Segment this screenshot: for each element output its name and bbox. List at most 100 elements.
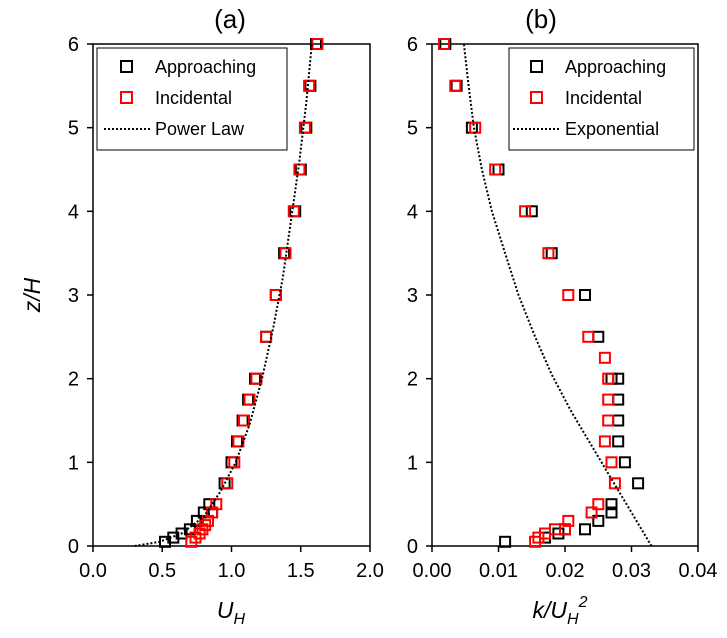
panel-b-x-tick-label: 0.00 [413, 560, 452, 582]
panel-b-approaching-point [492, 163, 505, 176]
panel-b-approaching-point [618, 456, 631, 469]
panel-b-y-tick-label: 2 [407, 369, 418, 391]
panel-a-incidental-point [311, 38, 324, 50]
panel-b-x-tick-label: 0.03 [612, 560, 651, 582]
panel-b-approaching-point [612, 393, 625, 406]
panel-b-legend-marker-approaching [530, 60, 543, 73]
panel-a-legend: Approaching Incidental Power Law [96, 47, 288, 151]
panel-a-y-tick-label: 0 [68, 536, 79, 558]
panel-b-x-tick-label: 0.04 [679, 560, 718, 582]
panel-b-y-tick-label: 1 [407, 452, 418, 474]
panel-b-legend-label-incidental: Incidental [565, 88, 642, 108]
panel-b-incidental-point [585, 506, 598, 519]
panel-b-xlabel: k/UH2 [533, 594, 588, 628]
panel-b-incidental-point [605, 456, 618, 469]
panel-a-y-tick-label: 1 [68, 452, 79, 474]
panel-a-incidental-point [228, 456, 241, 469]
panel-a-x-tick-label: 0.5 [148, 560, 176, 582]
panel-b-approaching-point [465, 121, 478, 134]
y-axis-label: z/H [19, 277, 45, 313]
panel-b-approaching-point [579, 523, 591, 536]
panel-a-x-tick-label: 2.0 [356, 560, 384, 582]
panel-b-y-tick-label: 4 [407, 201, 418, 223]
panel-a-title: (a) [214, 4, 246, 34]
panel-a-y-tick-label: 2 [68, 369, 79, 391]
panel-b-incidental-point [582, 330, 595, 343]
panel-b-approaching-point [612, 435, 625, 448]
panel-b-xlabel-sub: H [567, 611, 579, 628]
panel-a-approaching-point [260, 330, 273, 343]
panel-b-exponential-line [462, 43, 653, 547]
panel-b-legend-label-exponential: Exponential [565, 119, 659, 139]
panel-b-xlabel-main: k/U [533, 597, 568, 623]
panel-a-xlabel: UH [217, 597, 246, 628]
panel-a-incidental-point [260, 330, 273, 343]
panel-b-y-tick-label: 5 [407, 118, 418, 140]
panel-a-incidental-point [279, 247, 292, 260]
panel-b-x-tick-label: 0.02 [546, 560, 585, 582]
panel-b-xlabel-sup: 2 [578, 594, 588, 611]
panel-a-legend-label-incidental: Incidental [155, 88, 232, 108]
panel-b-legend-label-approaching: Approaching [565, 57, 666, 77]
y-axis-label-main: z [19, 300, 45, 313]
panel-b-incidental-point [602, 393, 615, 406]
panel-b-incidental-point [559, 523, 571, 536]
panel-b-incidental-point [602, 414, 615, 427]
panel-b-approaching-point [579, 289, 591, 301]
panel-a-xlabel-main: U [217, 597, 234, 623]
panel-b-title: (b) [525, 4, 557, 34]
panel-b-incidental-point [542, 247, 555, 260]
panel-b-legend-box [508, 47, 695, 151]
panel-a-incidental-point [298, 121, 311, 134]
panel-b-y-tick-label: 0 [407, 536, 418, 558]
panel-b-incidental-point [438, 38, 450, 50]
panel-a-legend-box [96, 47, 288, 151]
panel-a-ticks-layer: 0.0 0.5 1.0 1.5 2.0 0 1 2 3 4 5 6 [68, 34, 384, 582]
panel-b-incidental-point [449, 79, 462, 92]
panel-b-approaching-point [499, 535, 512, 548]
panel-a-legend-label-approaching: Approaching [155, 57, 256, 77]
panel-b-incidental-point [598, 435, 611, 448]
panel-a-incidental-point [238, 414, 250, 427]
panel-b-approaching-point [605, 498, 618, 511]
panel-b-approaching-point [612, 414, 625, 427]
panel-a-power-law-line [134, 43, 313, 547]
panel-a-x-tick-label: 1.0 [218, 560, 246, 582]
panel-b-x-tick-label: 0.01 [479, 560, 518, 582]
panel-b-incidental-point [602, 372, 615, 385]
panel-b-approaching-point [592, 514, 605, 527]
panel-a-series-layer [134, 38, 324, 548]
panel-a-x-tick-label: 0.0 [79, 560, 107, 582]
panel-a-incidental-point [210, 498, 223, 511]
panel-a-xlabel-sub: H [234, 611, 246, 628]
panel-a-legend-label-power-law: Power Law [155, 119, 245, 139]
panel-b-incidental-point [489, 163, 502, 176]
panel-b-approaching-point [525, 205, 538, 218]
panel-a-y-tick-label: 4 [68, 201, 79, 223]
panel-a-incidental-point [232, 435, 245, 448]
panel-a-incidental-point [243, 393, 256, 406]
panel-b-incidental-point [598, 351, 611, 364]
panel-b-ticks-layer: 0.00 0.01 0.02 0.03 0.04 0 1 2 3 4 5 6 [407, 34, 718, 582]
panel-a-y-tick-label: 5 [68, 118, 79, 140]
panel-a-incidental-point [269, 289, 282, 301]
panel-b-incidental-point [519, 205, 532, 218]
panel-b-incidental-point [562, 289, 575, 301]
panel-a-legend-marker-approaching [120, 60, 133, 73]
panel-b-incidental-point [592, 498, 605, 511]
panel-b: (b) 0.00 0.01 0.02 0.03 0.04 0 1 2 3 4 5 6 Approach… [407, 4, 718, 628]
panel-b-legend-marker-incidental [530, 91, 543, 104]
panel-b-approaching-point [605, 506, 618, 519]
panel-b-approaching-point [612, 372, 625, 385]
panel-a: (a) 0.0 0.5 1.0 1.5 2.0 0 1 2 3 4 5 6 Approaching I… [68, 4, 384, 628]
panel-b-incidental-point [562, 514, 575, 527]
panel-a-y-tick-label: 6 [68, 34, 79, 56]
panel-a-legend-marker-incidental [120, 91, 133, 104]
panel-b-series-layer [438, 38, 653, 548]
panel-b-incidental-point [608, 477, 621, 490]
panel-b-approaching-point [545, 247, 558, 260]
panel-b-approaching-point [632, 477, 645, 490]
panel-a-y-tick-label: 3 [68, 285, 79, 307]
panel-a-incidental-point [287, 205, 300, 218]
